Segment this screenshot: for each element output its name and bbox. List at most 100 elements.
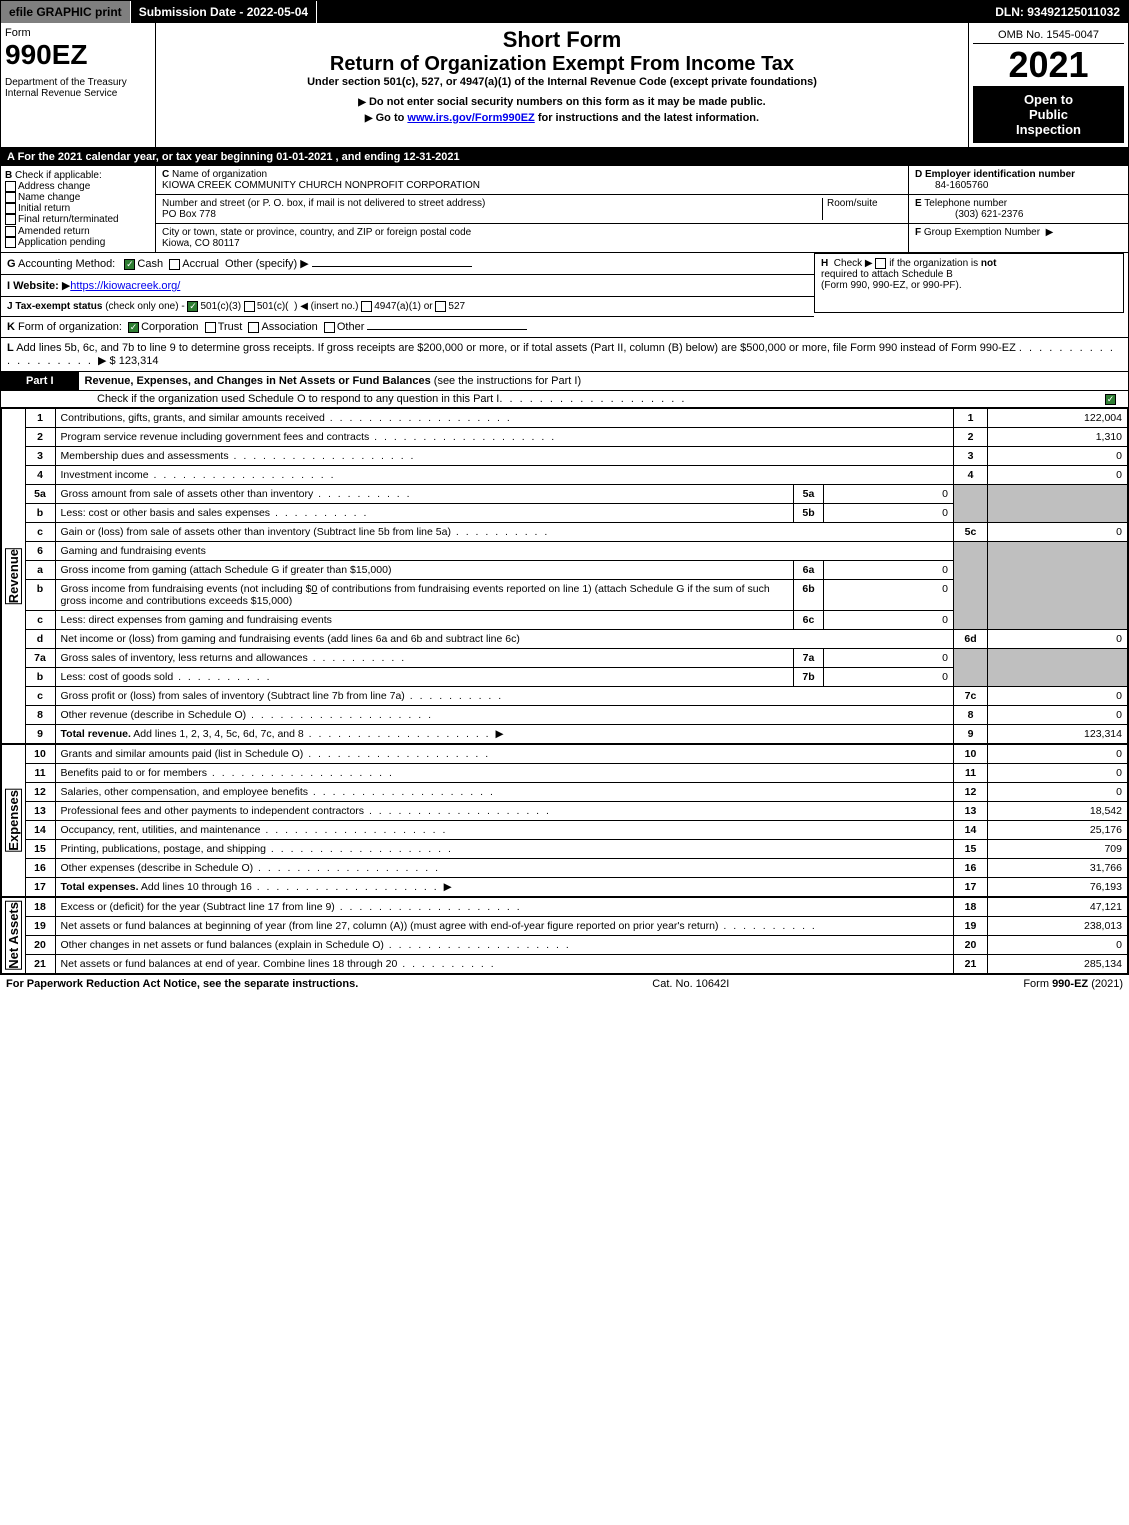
netassets-section: Net Assets 18Excess or (deficit) for the… bbox=[1, 897, 1128, 974]
line2-val: 1,310 bbox=[988, 428, 1128, 447]
check-amended[interactable] bbox=[5, 226, 16, 237]
section-b: B Check if applicable: Address change Na… bbox=[1, 166, 156, 252]
room-label: Room/suite bbox=[827, 198, 878, 209]
revenue-table: 1Contributions, gifts, grants, and simil… bbox=[25, 408, 1128, 744]
line14-desc: Occupancy, rent, utilities, and maintena… bbox=[61, 824, 261, 836]
section-b-row: B Check if applicable: Address change Na… bbox=[1, 166, 1128, 253]
section-l: L Add lines 5b, 6c, and 7b to line 9 to … bbox=[1, 338, 1128, 372]
line11-val: 0 bbox=[988, 764, 1128, 783]
l-text: Add lines 5b, 6c, and 7b to line 9 to de… bbox=[16, 342, 1016, 354]
check-corp[interactable] bbox=[128, 322, 139, 333]
check-pending[interactable] bbox=[5, 237, 16, 248]
efile-print[interactable]: efile GRAPHIC print bbox=[1, 1, 131, 23]
line6a-sub: 0 bbox=[824, 561, 954, 580]
line5c-desc: Gain or (loss) from sale of assets other… bbox=[61, 526, 451, 538]
check-501c3[interactable] bbox=[187, 301, 198, 312]
footer: For Paperwork Reduction Act Notice, see … bbox=[0, 975, 1129, 993]
open3: Inspection bbox=[979, 122, 1118, 137]
line6-desc: Gaming and fundraising events bbox=[61, 545, 206, 557]
title-return: Return of Organization Exempt From Incom… bbox=[160, 53, 964, 76]
submission-date: Submission Date - 2022-05-04 bbox=[131, 1, 317, 23]
check-final[interactable] bbox=[5, 214, 16, 225]
check-4947[interactable] bbox=[361, 301, 372, 312]
check-assoc[interactable] bbox=[248, 322, 259, 333]
line12-val: 0 bbox=[988, 783, 1128, 802]
irs: Internal Revenue Service bbox=[5, 88, 151, 99]
check-initial[interactable] bbox=[5, 203, 16, 214]
check-527[interactable] bbox=[435, 301, 446, 312]
h-text2: required to attach Schedule B bbox=[821, 269, 953, 280]
line5a-sub: 0 bbox=[824, 485, 954, 504]
line15-val: 709 bbox=[988, 840, 1128, 859]
opt-other-org: Other bbox=[337, 321, 365, 333]
ein: 84-1605760 bbox=[915, 180, 988, 191]
form-label: Form bbox=[5, 27, 151, 39]
check-501c[interactable] bbox=[244, 301, 255, 312]
opt-other: Other (specify) bbox=[225, 258, 297, 270]
section-h: H Check ▶ if the organization is not req… bbox=[814, 253, 1124, 313]
line3-val: 0 bbox=[988, 447, 1128, 466]
check-schedule-o[interactable] bbox=[1105, 394, 1116, 405]
warning-ssn: Do not enter social security numbers on … bbox=[160, 96, 964, 108]
part1-label: Part I bbox=[1, 372, 79, 390]
line2-desc: Program service revenue including govern… bbox=[61, 431, 370, 443]
check-trust[interactable] bbox=[205, 322, 216, 333]
opt-assoc: Association bbox=[261, 321, 317, 333]
other-org-line[interactable] bbox=[367, 329, 527, 330]
line20-val: 0 bbox=[988, 936, 1128, 955]
check-other-org[interactable] bbox=[324, 322, 335, 333]
check-address[interactable] bbox=[5, 181, 16, 192]
phone: (303) 621-2376 bbox=[915, 209, 1023, 220]
line18-desc: Excess or (deficit) for the year (Subtra… bbox=[61, 901, 335, 913]
city-label: City or town, state or province, country… bbox=[162, 227, 471, 238]
line4-val: 0 bbox=[988, 466, 1128, 485]
line6d-desc: Net income or (loss) from gaming and fun… bbox=[61, 633, 520, 645]
title-short-form: Short Form bbox=[160, 27, 964, 53]
footer-mid: Cat. No. 10642I bbox=[652, 978, 729, 990]
h-text3: (Form 990, 990-EZ, or 990-PF). bbox=[821, 280, 962, 291]
line9-desc: Total revenue. bbox=[61, 728, 131, 740]
open2: Public bbox=[979, 107, 1118, 122]
netassets-table: 18Excess or (deficit) for the year (Subt… bbox=[25, 897, 1128, 974]
line16-val: 31,766 bbox=[988, 859, 1128, 878]
netassets-label: Net Assets bbox=[5, 901, 22, 970]
c-name-label: Name of organization bbox=[172, 169, 267, 180]
line8-val: 0 bbox=[988, 706, 1128, 725]
line10-desc: Grants and similar amounts paid (list in… bbox=[61, 748, 304, 760]
line7a-sub: 0 bbox=[824, 649, 954, 668]
insert-no: (insert no.) bbox=[311, 301, 359, 312]
check-name[interactable] bbox=[5, 192, 16, 203]
expenses-label: Expenses bbox=[5, 789, 22, 852]
footer-left: For Paperwork Reduction Act Notice, see … bbox=[6, 978, 358, 990]
line8-desc: Other revenue (describe in Schedule O) bbox=[61, 709, 247, 721]
other-specify[interactable] bbox=[312, 266, 472, 267]
line1-desc: Contributions, gifts, grants, and simila… bbox=[61, 412, 325, 424]
opt-initial: Initial return bbox=[18, 203, 70, 214]
line21-desc: Net assets or fund balances at end of ye… bbox=[61, 958, 398, 970]
line18-val: 47,121 bbox=[988, 898, 1128, 917]
opt-501c-close: ) bbox=[294, 301, 297, 312]
tax-year: 2021 bbox=[973, 44, 1124, 86]
line6b-amt: 0 bbox=[311, 583, 317, 595]
line7a-desc: Gross sales of inventory, less returns a… bbox=[61, 652, 308, 664]
footer-right: Form 990-EZ (2021) bbox=[1023, 978, 1123, 990]
check-accrual[interactable] bbox=[169, 259, 180, 270]
opt-address: Address change bbox=[18, 181, 90, 192]
form-number: 990EZ bbox=[5, 39, 151, 71]
line16-desc: Other expenses (describe in Schedule O) bbox=[61, 862, 254, 874]
line4-desc: Investment income bbox=[61, 469, 149, 481]
part1-check-row: Check if the organization used Schedule … bbox=[1, 391, 1128, 408]
section-j: J Tax-exempt status (check only one) - 5… bbox=[1, 297, 814, 317]
check-h[interactable] bbox=[875, 258, 886, 269]
opt-corp: Corporation bbox=[141, 321, 198, 333]
check-cash[interactable] bbox=[124, 259, 135, 270]
line15-desc: Printing, publications, postage, and shi… bbox=[61, 843, 266, 855]
website-link[interactable]: https://kiowacreek.org/ bbox=[70, 280, 180, 292]
f-arrow: ▶ bbox=[1046, 227, 1054, 238]
line19-val: 238,013 bbox=[988, 917, 1128, 936]
line10-val: 0 bbox=[988, 745, 1128, 764]
irs-link[interactable]: www.irs.gov/Form990EZ bbox=[407, 112, 534, 124]
line13-desc: Professional fees and other payments to … bbox=[61, 805, 365, 817]
h-text1: if the organization is bbox=[889, 258, 981, 269]
expenses-table: 10Grants and similar amounts paid (list … bbox=[25, 744, 1128, 897]
